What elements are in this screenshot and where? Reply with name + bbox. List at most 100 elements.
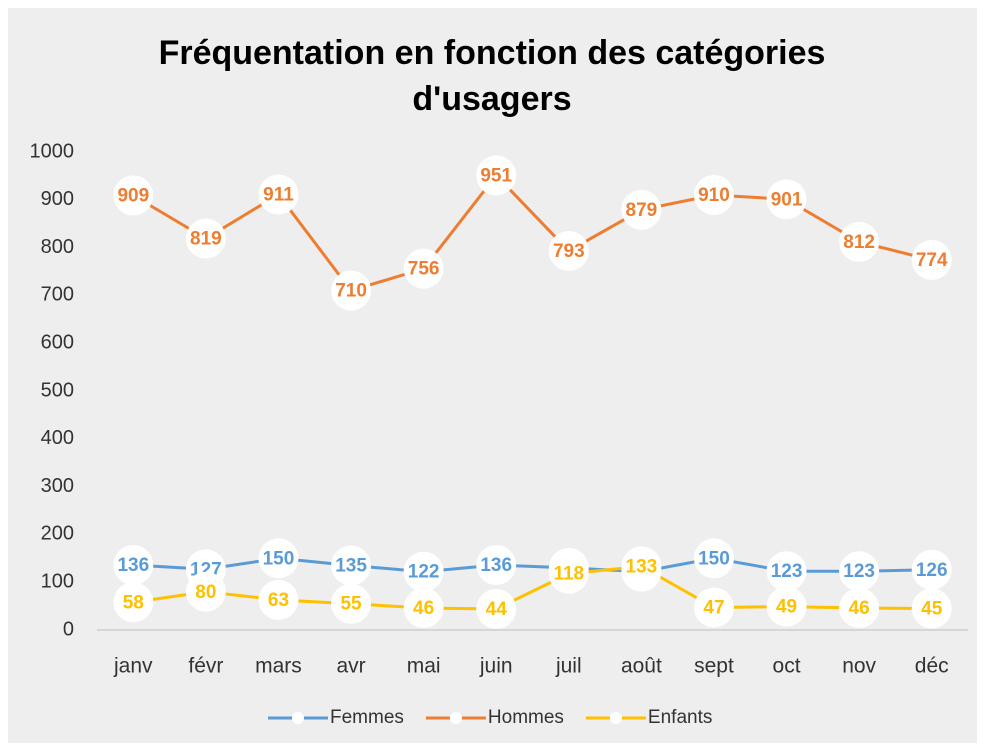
chart-title: Fréquentation en fonction des catégories… <box>158 34 826 118</box>
marker <box>185 571 226 612</box>
legend-marker <box>292 712 304 724</box>
series-line <box>132 173 933 293</box>
marker <box>185 218 226 259</box>
marker <box>693 175 734 216</box>
y-tick-label: 100 <box>41 570 74 592</box>
marker <box>258 174 299 215</box>
y-tick-label: 1000 <box>30 140 75 162</box>
y-tick-label: 600 <box>41 331 74 353</box>
data-label: 150 <box>698 548 730 569</box>
data-label: 879 <box>626 200 658 221</box>
marker <box>621 546 662 587</box>
marker <box>911 588 952 629</box>
y-tick-label: 200 <box>41 523 74 545</box>
data-label: 135 <box>335 555 367 576</box>
marker <box>403 248 444 289</box>
data-label: 909 <box>117 186 149 207</box>
data-label: 123 <box>771 561 803 582</box>
legend-label: Femmes <box>330 707 404 728</box>
marker <box>693 538 734 579</box>
marker <box>766 586 807 627</box>
data-label: 774 <box>916 250 948 271</box>
marker <box>403 588 444 629</box>
marker <box>331 583 372 624</box>
y-tick-label: 500 <box>41 379 74 401</box>
data-label: 63 <box>268 590 289 611</box>
data-label: 58 <box>123 592 144 613</box>
marker <box>476 588 517 629</box>
x-tick-label: nov <box>842 655 876 678</box>
data-label: 136 <box>117 555 149 576</box>
y-tick-label: 400 <box>41 427 74 449</box>
data-label: 55 <box>340 594 362 615</box>
x-tick-label: oct <box>773 655 801 678</box>
x-tick-label: juil <box>555 655 582 678</box>
marker <box>839 551 880 592</box>
x-tick-label: janv <box>113 655 153 678</box>
marker <box>258 579 299 620</box>
data-label: 44 <box>486 599 508 620</box>
marker <box>766 179 807 220</box>
marker <box>113 175 154 216</box>
legend-marker <box>449 712 462 724</box>
data-label: 710 <box>335 281 367 302</box>
marker <box>113 582 154 623</box>
marker <box>331 270 372 311</box>
marker <box>113 544 154 585</box>
data-label: 951 <box>480 165 512 186</box>
data-label: 136 <box>480 555 512 576</box>
marker <box>548 553 589 594</box>
data-label: 45 <box>921 599 943 620</box>
marker <box>839 588 880 629</box>
y-tick-label: 800 <box>41 236 74 258</box>
x-tick-label: déc <box>915 655 949 678</box>
data-label: 126 <box>916 560 948 581</box>
data-label: 812 <box>843 232 875 253</box>
y-tick-label: 0 <box>63 618 74 640</box>
marker <box>258 538 299 579</box>
data-label: 118 <box>553 564 584 585</box>
data-label: 911 <box>263 185 294 206</box>
data-label: 46 <box>413 598 434 619</box>
marker <box>766 551 807 592</box>
legend-label: Enfants <box>648 707 712 728</box>
x-tick-label: août <box>621 655 662 678</box>
marker <box>911 240 952 281</box>
series-line <box>133 556 932 574</box>
x-tick-label: mars <box>255 655 302 678</box>
marker <box>548 230 589 271</box>
data-label: 46 <box>849 598 870 619</box>
y-tick-label: 300 <box>41 475 74 497</box>
data-label: 819 <box>190 229 222 250</box>
marker <box>911 549 952 590</box>
marker <box>839 221 880 262</box>
legend-label: Hommes <box>488 707 564 728</box>
y-tick-label: 900 <box>41 188 74 210</box>
data-label: 901 <box>771 189 803 210</box>
data-label: 910 <box>698 185 730 206</box>
data-label: 122 <box>408 562 440 583</box>
marker <box>476 544 517 585</box>
data-label: 47 <box>703 598 724 619</box>
legend-marker <box>609 712 622 724</box>
marker <box>693 587 734 628</box>
data-label: 123 <box>843 561 875 582</box>
x-tick-label: avr <box>336 655 365 678</box>
marker <box>621 189 662 230</box>
x-tick-label: mai <box>407 655 441 678</box>
series-line <box>133 564 932 611</box>
marker <box>331 545 372 586</box>
x-tick-label: févr <box>188 655 223 678</box>
data-label: 80 <box>195 582 216 603</box>
data-label: 793 <box>553 241 585 262</box>
x-tick-label: juin <box>479 655 513 678</box>
data-label: 133 <box>626 556 658 577</box>
marker <box>403 551 444 592</box>
y-tick-label: 700 <box>41 284 74 306</box>
marker <box>476 155 517 196</box>
x-tick-label: sept <box>694 655 734 678</box>
data-label: 756 <box>408 259 440 280</box>
data-label: 49 <box>776 597 797 618</box>
